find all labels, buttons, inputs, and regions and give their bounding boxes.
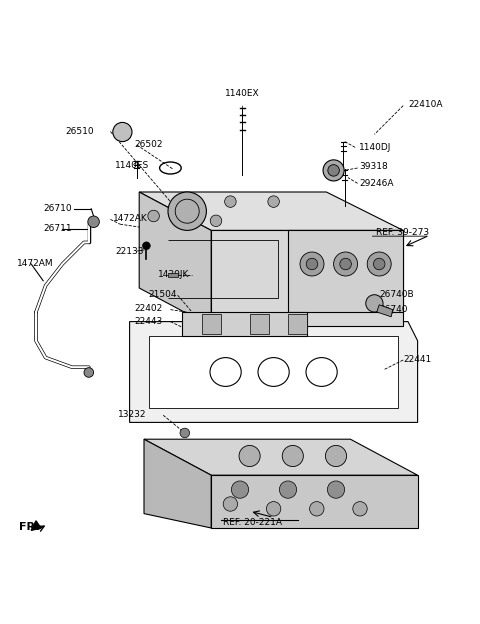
Polygon shape xyxy=(202,314,221,334)
Circle shape xyxy=(334,252,358,276)
Polygon shape xyxy=(130,321,418,422)
Polygon shape xyxy=(139,192,403,230)
Text: 1140DJ: 1140DJ xyxy=(359,143,391,152)
Circle shape xyxy=(310,502,324,516)
Text: 22133: 22133 xyxy=(115,246,144,256)
Circle shape xyxy=(323,160,344,181)
Text: 22441: 22441 xyxy=(403,356,432,364)
Circle shape xyxy=(84,368,94,378)
Text: REF. 20-221A: REF. 20-221A xyxy=(223,518,282,527)
Polygon shape xyxy=(250,314,269,334)
Text: 26510: 26510 xyxy=(65,127,94,136)
Text: 1140EX: 1140EX xyxy=(225,89,260,99)
Circle shape xyxy=(266,502,281,516)
Circle shape xyxy=(373,258,385,270)
Text: 26711: 26711 xyxy=(43,225,72,233)
Text: 1472AK: 1472AK xyxy=(113,214,147,223)
Text: 21504: 21504 xyxy=(149,290,177,299)
Circle shape xyxy=(367,252,391,276)
Text: 39318: 39318 xyxy=(359,162,388,171)
Polygon shape xyxy=(149,336,398,408)
Polygon shape xyxy=(168,273,178,278)
Circle shape xyxy=(366,295,383,312)
Circle shape xyxy=(327,481,345,498)
Circle shape xyxy=(239,446,260,467)
Circle shape xyxy=(306,258,318,270)
Circle shape xyxy=(353,502,367,516)
Text: REF. 39-273: REF. 39-273 xyxy=(376,228,430,237)
Polygon shape xyxy=(31,521,41,530)
Circle shape xyxy=(231,481,249,498)
Circle shape xyxy=(300,252,324,276)
Text: 1472AM: 1472AM xyxy=(17,260,53,268)
Circle shape xyxy=(223,497,238,511)
Circle shape xyxy=(279,481,297,498)
Circle shape xyxy=(180,428,190,438)
Circle shape xyxy=(328,165,339,176)
Text: 22402: 22402 xyxy=(134,304,163,313)
Text: FR.: FR. xyxy=(19,522,40,532)
Circle shape xyxy=(225,196,236,207)
Text: 1140ES: 1140ES xyxy=(115,160,149,170)
Circle shape xyxy=(282,446,303,467)
Text: 22410A: 22410A xyxy=(408,100,443,109)
Polygon shape xyxy=(211,475,418,528)
Circle shape xyxy=(148,210,159,222)
Polygon shape xyxy=(144,439,418,475)
Polygon shape xyxy=(211,230,403,326)
Text: 22443: 22443 xyxy=(134,317,163,326)
Text: 26740B: 26740B xyxy=(379,290,414,299)
Circle shape xyxy=(325,446,347,467)
Circle shape xyxy=(210,215,222,227)
Polygon shape xyxy=(139,192,211,326)
Polygon shape xyxy=(377,305,393,317)
Text: 26710: 26710 xyxy=(43,204,72,213)
Text: 1430JK: 1430JK xyxy=(158,270,190,279)
Circle shape xyxy=(88,216,99,228)
Circle shape xyxy=(143,242,150,250)
Text: 13232: 13232 xyxy=(118,410,146,419)
Text: 26740: 26740 xyxy=(379,305,408,314)
Circle shape xyxy=(113,122,132,142)
Circle shape xyxy=(340,258,351,270)
Text: 29246A: 29246A xyxy=(359,179,394,188)
Circle shape xyxy=(168,192,206,230)
Text: 26502: 26502 xyxy=(134,140,163,150)
Polygon shape xyxy=(144,439,211,528)
Polygon shape xyxy=(182,312,307,336)
Polygon shape xyxy=(288,314,307,334)
Polygon shape xyxy=(288,230,403,312)
Circle shape xyxy=(268,196,279,207)
